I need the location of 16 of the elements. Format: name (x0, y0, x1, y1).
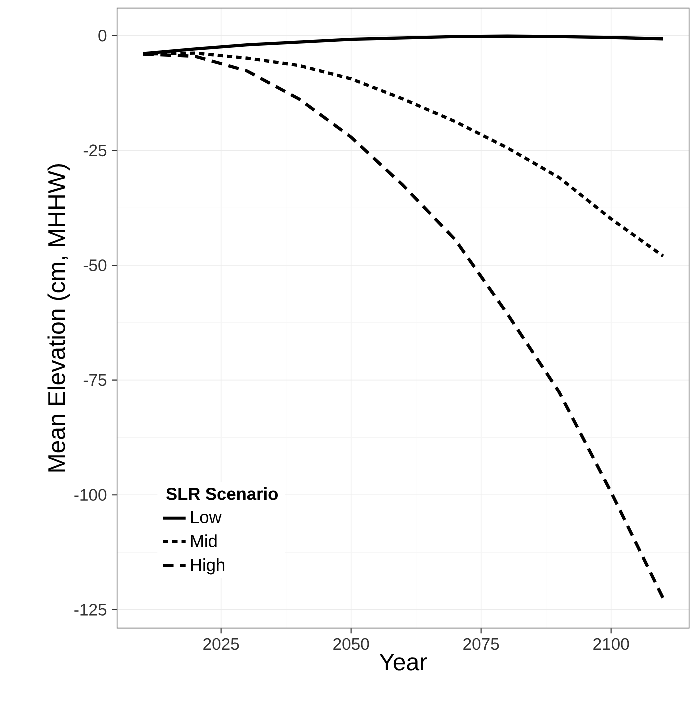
x-tick-label: 2025 (204, 638, 240, 650)
y-tick-label: -50 (84, 260, 107, 272)
legend-title: SLR Scenario (166, 488, 278, 500)
x-tick-label: 2100 (594, 638, 630, 650)
x-axis-title: Year (380, 654, 428, 671)
y-tick-label: -125 (74, 604, 107, 616)
y-tick-label: -100 (74, 489, 107, 502)
x-tick-label: 2050 (334, 638, 370, 650)
y-tick-label: -25 (84, 144, 107, 157)
x-tick-label: 2075 (464, 638, 500, 650)
y-axis-title: Mean Elevation (cm, MHHW) (48, 164, 70, 472)
legend-label: Low (191, 511, 222, 524)
legend-label: High (191, 558, 225, 575)
y-tick-label: 0 (98, 30, 107, 42)
legend-label: Mid (191, 534, 217, 548)
y-tick-label: -75 (84, 374, 107, 386)
